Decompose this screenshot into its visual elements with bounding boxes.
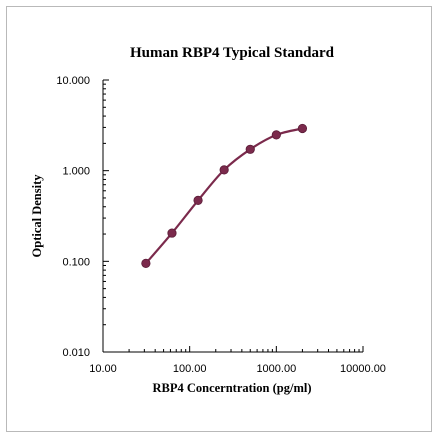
x-tick-label: 100.00 — [173, 363, 207, 375]
data-point — [297, 123, 308, 134]
y-axis-title: Optical Density — [30, 174, 44, 258]
y-tick-label: 10.000 — [56, 75, 90, 87]
fit-curve — [145, 127, 303, 265]
axes — [102, 80, 363, 353]
y-tick-label: 0.010 — [62, 347, 90, 359]
x-axis-ticks: 10.00 100.00 1000.00 10000.00 — [89, 346, 386, 375]
x-tick-label: 1000.00 — [256, 363, 296, 375]
y-tick-label: 1.000 — [62, 166, 90, 178]
data-point — [141, 258, 151, 268]
x-axis-title: RBP4 Concerntration (pg/ml) — [152, 381, 311, 395]
chart-title: Human RBP4 Typical Standard — [130, 45, 335, 61]
data-point — [219, 165, 229, 175]
chart-frame — [6, 6, 432, 432]
y-axis-ticks: 0.010 0.100 1.000 10.000 — [56, 75, 109, 359]
data-point — [245, 144, 255, 154]
x-tick-label: 10.00 — [89, 363, 117, 375]
data-point — [193, 195, 203, 205]
data-point — [271, 130, 281, 140]
series-layer — [141, 123, 308, 268]
x-tick-label: 10000.00 — [340, 363, 386, 375]
y-tick-label: 0.100 — [62, 256, 90, 268]
data-point — [167, 228, 177, 238]
